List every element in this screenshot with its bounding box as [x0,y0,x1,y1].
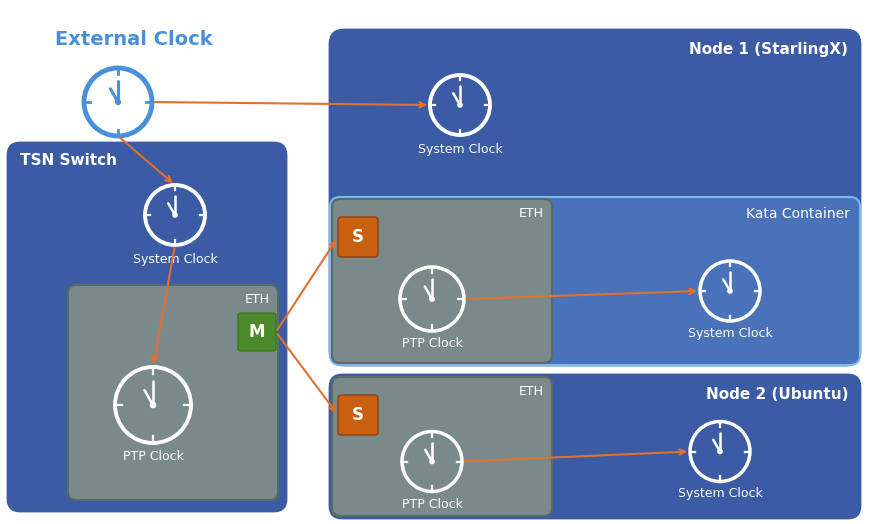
Circle shape [116,100,121,104]
Circle shape [402,431,462,492]
Text: Node 2 (Ubuntu): Node 2 (Ubuntu) [706,387,848,402]
Text: ETH: ETH [245,293,270,306]
Circle shape [84,68,152,136]
Text: ETH: ETH [519,385,544,398]
FancyBboxPatch shape [330,375,860,518]
Text: Node 1 (StarlingX): Node 1 (StarlingX) [689,42,848,57]
Circle shape [430,75,490,135]
Text: M: M [249,323,265,341]
FancyBboxPatch shape [338,395,378,435]
Text: S: S [352,406,364,424]
FancyBboxPatch shape [330,197,860,365]
Circle shape [728,289,732,293]
Text: System Clock: System Clock [133,253,217,266]
Circle shape [430,297,434,301]
Text: System Clock: System Clock [418,143,502,156]
Text: TSN Switch: TSN Switch [20,153,117,168]
Circle shape [150,402,156,408]
Circle shape [400,267,464,331]
Circle shape [115,367,191,443]
Circle shape [173,213,177,217]
FancyBboxPatch shape [238,313,276,351]
FancyBboxPatch shape [332,199,552,363]
FancyBboxPatch shape [338,217,378,257]
Text: ETH: ETH [519,207,544,220]
Circle shape [718,450,722,454]
Circle shape [700,261,760,321]
Circle shape [145,185,205,245]
Circle shape [458,103,462,107]
Circle shape [690,421,750,482]
Text: System Clock: System Clock [678,487,762,500]
FancyBboxPatch shape [68,285,278,500]
FancyBboxPatch shape [330,30,860,365]
Text: External Clock: External Clock [55,30,213,49]
Text: PTP Clock: PTP Clock [123,450,183,463]
Text: Kata Container: Kata Container [746,207,850,221]
FancyBboxPatch shape [332,377,552,516]
Text: System Clock: System Clock [687,327,773,340]
Circle shape [430,460,434,464]
Text: PTP Clock: PTP Clock [401,337,462,350]
FancyBboxPatch shape [8,143,286,511]
Text: PTP Clock: PTP Clock [401,497,462,510]
Text: S: S [352,228,364,246]
